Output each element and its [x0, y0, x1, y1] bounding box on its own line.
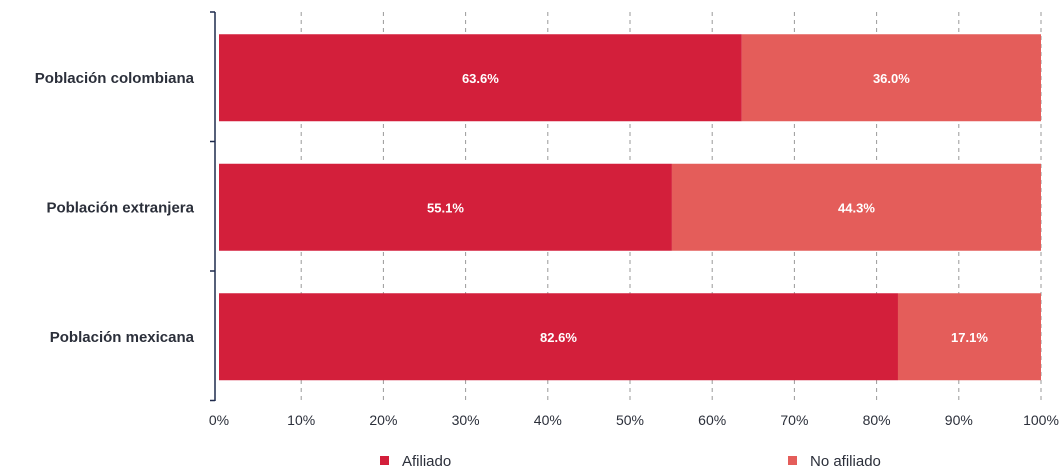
data-label: 55.1% — [427, 200, 464, 215]
legend-label: Afiliado — [402, 453, 451, 470]
data-label: 63.6% — [462, 71, 499, 86]
x-tick-label: 30% — [452, 412, 480, 428]
bar-segment — [741, 34, 1041, 122]
category-label: Población mexicana — [50, 329, 195, 346]
x-tick-label: 20% — [369, 412, 397, 428]
x-tick-label: 100% — [1023, 412, 1059, 428]
legend-swatch — [788, 456, 797, 465]
x-tick-label: 40% — [534, 412, 562, 428]
bar-segment — [219, 163, 672, 251]
data-label: 36.0% — [873, 71, 910, 86]
x-tick-label: 0% — [209, 412, 229, 428]
category-label: Población extranjera — [46, 199, 194, 216]
data-label: 17.1% — [951, 330, 988, 345]
data-label: 82.6% — [540, 330, 577, 345]
bar-segment — [219, 34, 742, 122]
bar-segment — [897, 293, 1041, 381]
bar-segment — [219, 293, 898, 381]
x-tick-label: 90% — [945, 412, 973, 428]
x-tick-label: 80% — [863, 412, 891, 428]
x-tick-label: 50% — [616, 412, 644, 428]
legend-swatch — [380, 456, 389, 465]
x-tick-label: 70% — [780, 412, 808, 428]
legend-label: No afiliado — [810, 453, 881, 470]
x-tick-label: 60% — [698, 412, 726, 428]
data-label: 44.3% — [838, 200, 875, 215]
category-label: Población colombiana — [35, 70, 195, 87]
x-tick-label: 10% — [287, 412, 315, 428]
bar-segment — [671, 163, 1041, 251]
